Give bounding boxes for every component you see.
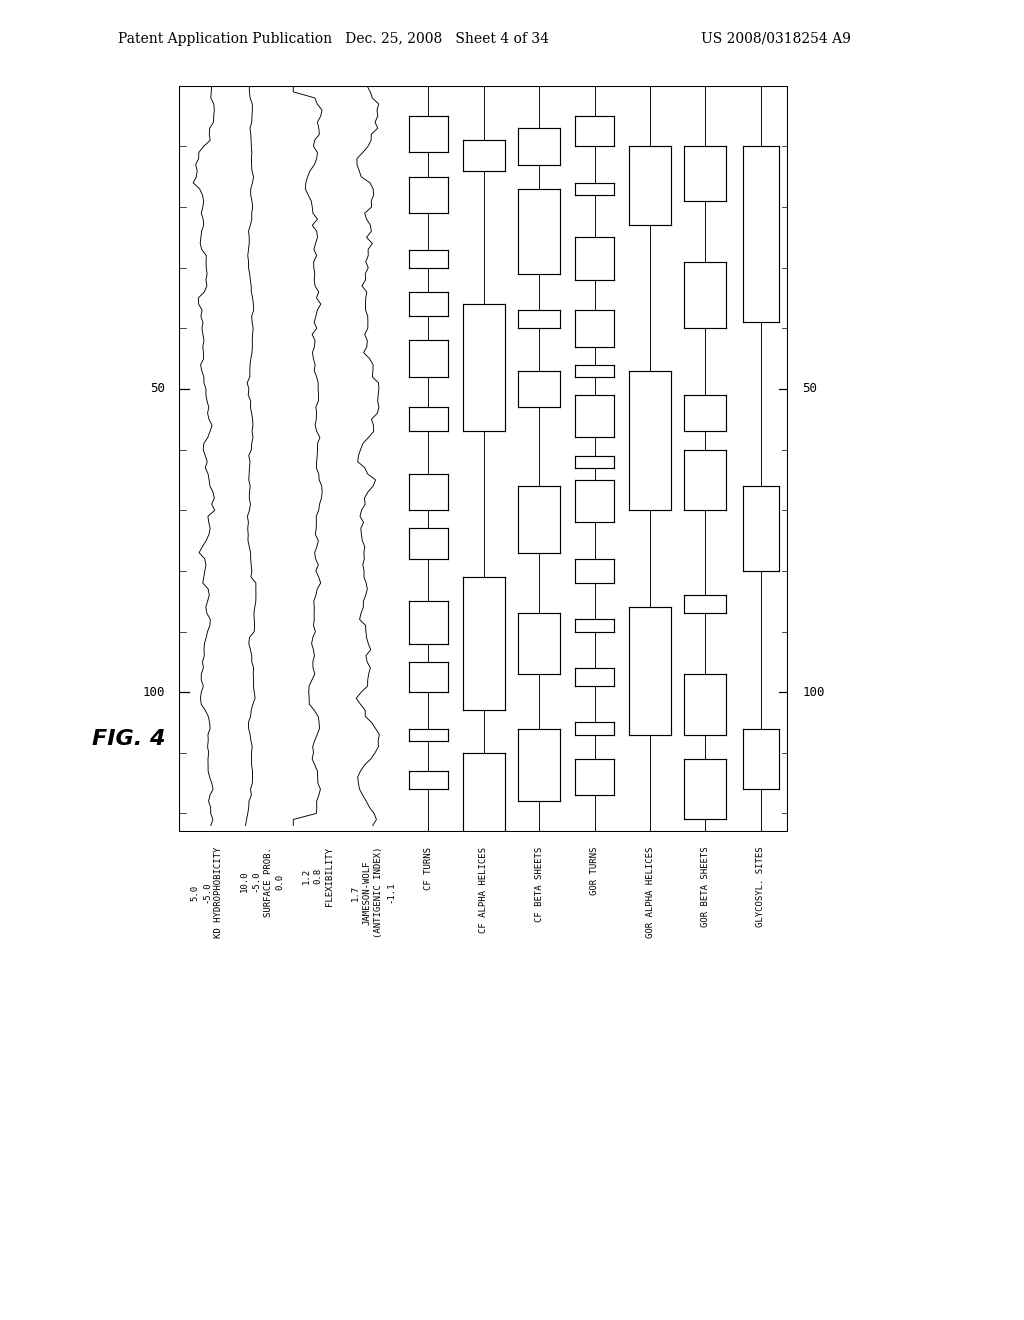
Text: GOR BETA SHEETS: GOR BETA SHEETS — [700, 846, 710, 928]
Text: 50: 50 — [803, 383, 817, 396]
Text: GOR ALPHA HELICES: GOR ALPHA HELICES — [645, 846, 654, 939]
Text: 1.7
JAMESON-WOLF
(ANTIGENIC INDEX)
-1.1: 1.7 JAMESON-WOLF (ANTIGENIC INDEX) -1.1 — [351, 846, 395, 939]
Text: CF ALPHA HELICES: CF ALPHA HELICES — [479, 846, 488, 933]
Text: GLYCOSYL. SITES: GLYCOSYL. SITES — [757, 846, 765, 928]
Text: 100: 100 — [803, 685, 824, 698]
Text: 1.2
0.8
FLEXIBILITY: 1.2 0.8 FLEXIBILITY — [301, 846, 334, 906]
Text: 50: 50 — [151, 383, 165, 396]
Text: Patent Application Publication   Dec. 25, 2008   Sheet 4 of 34: Patent Application Publication Dec. 25, … — [118, 32, 549, 46]
Text: 100: 100 — [143, 685, 165, 698]
Text: 5.0
-5.0
KD HYDROPHOBICITY: 5.0 -5.0 KD HYDROPHOBICITY — [190, 846, 223, 939]
Text: FIG. 4: FIG. 4 — [92, 729, 166, 750]
Text: 10.0
-5.0
SURFACE PROB.
0.0: 10.0 -5.0 SURFACE PROB. 0.0 — [240, 846, 285, 916]
Text: CF BETA SHEETS: CF BETA SHEETS — [535, 846, 544, 921]
Text: GOR TURNS: GOR TURNS — [590, 846, 599, 895]
Text: US 2008/0318254 A9: US 2008/0318254 A9 — [701, 32, 851, 46]
Text: CF TURNS: CF TURNS — [424, 846, 433, 890]
